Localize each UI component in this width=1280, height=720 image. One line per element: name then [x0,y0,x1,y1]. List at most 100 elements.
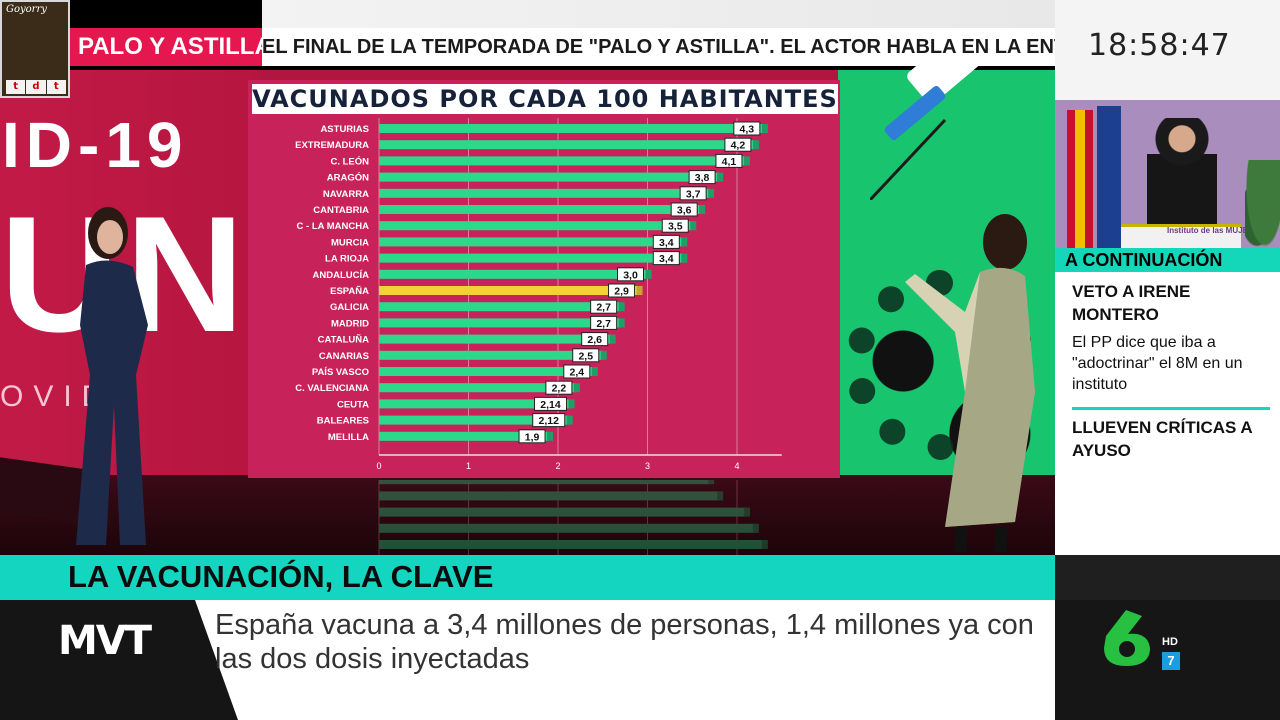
logo-tdt-letter: d [26,80,46,94]
chart-category-label: MELILLA [328,432,369,443]
wall-text-covid-small: OVID [0,380,114,413]
chart-bar-end [743,507,750,517]
chart-bar-end [568,399,575,409]
chart-bar-end [645,269,652,279]
chart-value-label: 3,4 [659,237,674,249]
chart-category-label: CANARIAS [319,351,369,362]
chart-bar [379,431,550,441]
chart-category-label: ASTURIAS [320,124,369,135]
chart-value-label: 3,7 [686,188,701,200]
clock: 18:58:47 [1088,28,1231,63]
channel-hd-label: HD [1162,636,1178,648]
chart-bar [379,523,755,533]
chart-bar [379,540,764,549]
chart-value-label: 4,1 [722,156,737,168]
chart-value-box [590,315,618,330]
chart-bar-end [717,491,724,501]
chart-x-tick-label: 1 [466,461,471,471]
chart-bar [379,399,571,409]
chart-bar [379,286,639,295]
chart-value-label: 3,4 [659,253,674,265]
chart-value-box [652,234,680,249]
news-separator [1072,407,1270,410]
chart-category-label: CEUTA [337,399,369,410]
chart-bar [379,415,569,425]
channel-6-logo [1104,610,1150,666]
mini-video-preview: Instituto de las MUJERES [1055,100,1280,248]
chart-bar-end [573,383,580,393]
chart-x-tick-label: 3 [645,461,650,471]
chart-value-label: 3,8 [695,172,710,184]
chart-value-label: 2,2 [552,383,567,395]
chart-category-label: CANTABRIA [313,205,369,216]
chart-bar [379,367,594,376]
clock-box [1055,0,1280,100]
chart-value-box [608,283,636,298]
chart-value-box [679,186,707,201]
chart-value-label: 2,7 [596,302,611,314]
chart-value-label: 4,3 [740,124,755,136]
chart-value-label: 3,5 [668,221,683,233]
chart-bar [379,172,720,182]
chart-value-box [581,332,609,347]
next-header: A CONTINUACIÓN [1055,248,1280,272]
chart-category-label: MADRID [331,318,369,329]
chart-bar [379,188,711,198]
chart-bar-end [681,237,688,247]
chart-category-label: CATALUÑA [318,335,369,346]
chart-value-box [534,396,568,411]
chart-value-label: 2,6 [587,334,602,346]
chart-bar [379,140,755,150]
chart-value-box [590,299,618,314]
studio-floor [0,475,1055,555]
logo-name: Goyorry [6,4,47,15]
logo-tdt-letter: t [6,80,26,94]
chart-value-box [617,267,644,282]
presenter-left [76,207,148,545]
chart-bar-end [618,302,625,312]
chart-category-label: LA RIOJA [325,254,369,265]
chart-bar-end [761,124,768,133]
chart-x-tick-label: 2 [555,461,560,471]
chart-x-tick-label: 4 [734,461,739,471]
chart-value-label: 2,14 [540,399,561,411]
chart-title: VACUNADOS POR CADA 100 HABITANTES [252,84,838,114]
chart-category-label: ESPAÑA [330,286,369,297]
chart-value-box [733,121,761,136]
chart-bar-end [609,334,616,344]
chart-value-label: 2,5 [578,350,593,362]
ticker-band: EL FINAL DE LA TEMPORADA DE "PALO Y ASTI… [262,28,1055,66]
chart-bar-end [591,367,598,376]
chart-value-box [652,251,680,266]
chart-bar-end [547,431,554,441]
chart-bar [379,480,711,485]
chart-bar [379,491,720,501]
chart-category-label: ANDALUCÍA [313,270,370,281]
chart-bar [379,156,746,166]
chart-bar [379,318,621,328]
presenter-right [905,214,1035,552]
chart-value-box [518,429,546,444]
chart-value-label: 4,2 [731,140,746,152]
spain-flag [1067,110,1093,248]
chart-value-box [724,137,752,152]
headline-band [0,555,1055,600]
chart-bar [379,334,612,344]
chart-category-label: C - LA MANCHA [297,221,370,232]
chart-bar-end [600,350,607,360]
chart-bar-end [752,140,759,150]
program-logo: MVT [58,618,152,664]
chart-bar-end [717,172,724,182]
program-logo-background [0,600,238,720]
chart-bar-end [699,205,706,214]
next-news-item: LLUEVEN CRÍTICAS A AYUSO [1072,416,1270,462]
chart-bar [379,124,764,133]
chart-bar-end [690,221,697,231]
next-news-headline: LLUEVEN CRÍTICAS A AYUSO [1072,418,1253,460]
chart-bar [379,237,684,247]
ticker-label: PALO Y ASTILLA [70,28,262,66]
chart-bar-end [708,480,715,485]
